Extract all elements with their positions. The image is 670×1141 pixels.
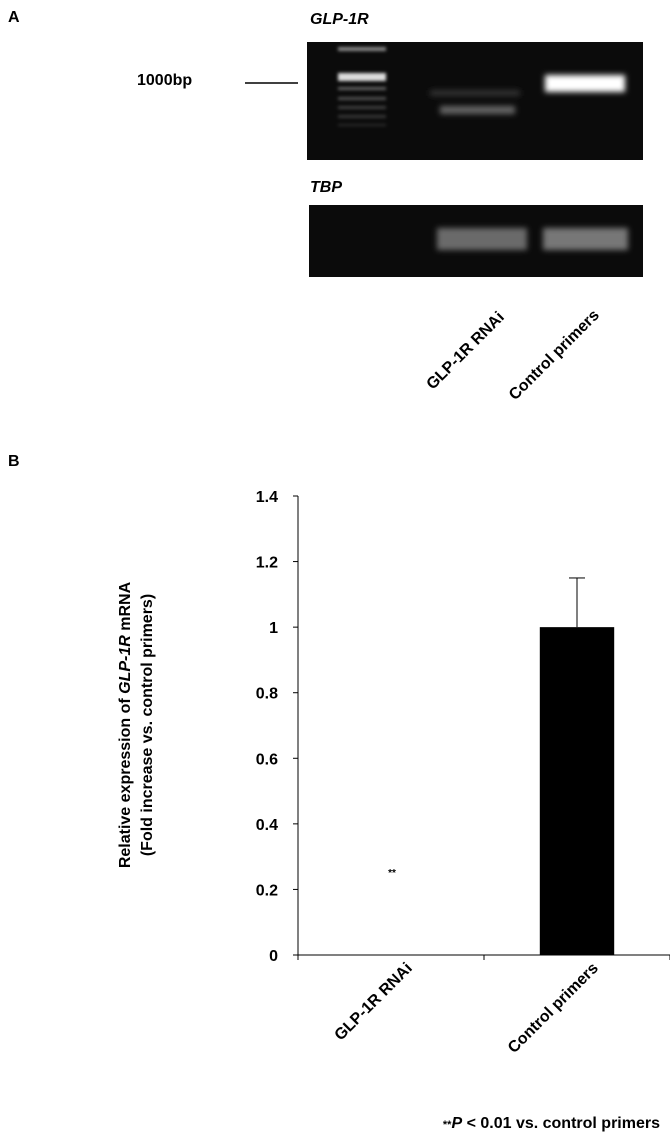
y-tick-label: 1.2 — [256, 555, 278, 572]
marker-label: 1000bp — [137, 72, 192, 89]
y-tick-label: 1.4 — [256, 489, 278, 506]
y-tick-label: 0.2 — [256, 882, 278, 899]
lane-label: Control primers — [506, 307, 603, 404]
x-tick-label: Control primers — [505, 960, 602, 1057]
plot: 0 0.2 0.4 0.6 0.8 1 1.2 1.4 GLP-1R RNAi Control p… — [256, 489, 670, 1057]
panel-label: B — [8, 453, 20, 470]
lane-label: GLP-1R RNAi — [424, 309, 508, 393]
y-axis-label: (Fold increase vs. control primers) — [139, 594, 156, 856]
y-tick-label: 1 — [269, 620, 278, 637]
x-tick-label: GLP-1R RNAi — [332, 960, 416, 1044]
gel-image — [309, 205, 643, 277]
y-tick-label: 0.4 — [256, 817, 278, 834]
y-tick-label: 0 — [269, 948, 278, 965]
footnote: **P < 0.01 vs. control primers — [443, 1115, 660, 1132]
panel-label: A — [8, 9, 20, 26]
bar — [540, 627, 614, 955]
figure: A GLP-1R 1000bp TBP GLP-1R RNAi Control … — [0, 0, 670, 1141]
gel-image — [307, 42, 643, 160]
y-axis-label: Relative expression of GLP-1R mRNA — [117, 581, 134, 868]
gel-title: GLP-1R — [310, 11, 369, 28]
significance: ** — [388, 868, 396, 879]
y-tick-label: 0.6 — [256, 751, 278, 768]
gel-title: TBP — [310, 179, 342, 196]
y-tick-label: 0.8 — [256, 686, 278, 703]
